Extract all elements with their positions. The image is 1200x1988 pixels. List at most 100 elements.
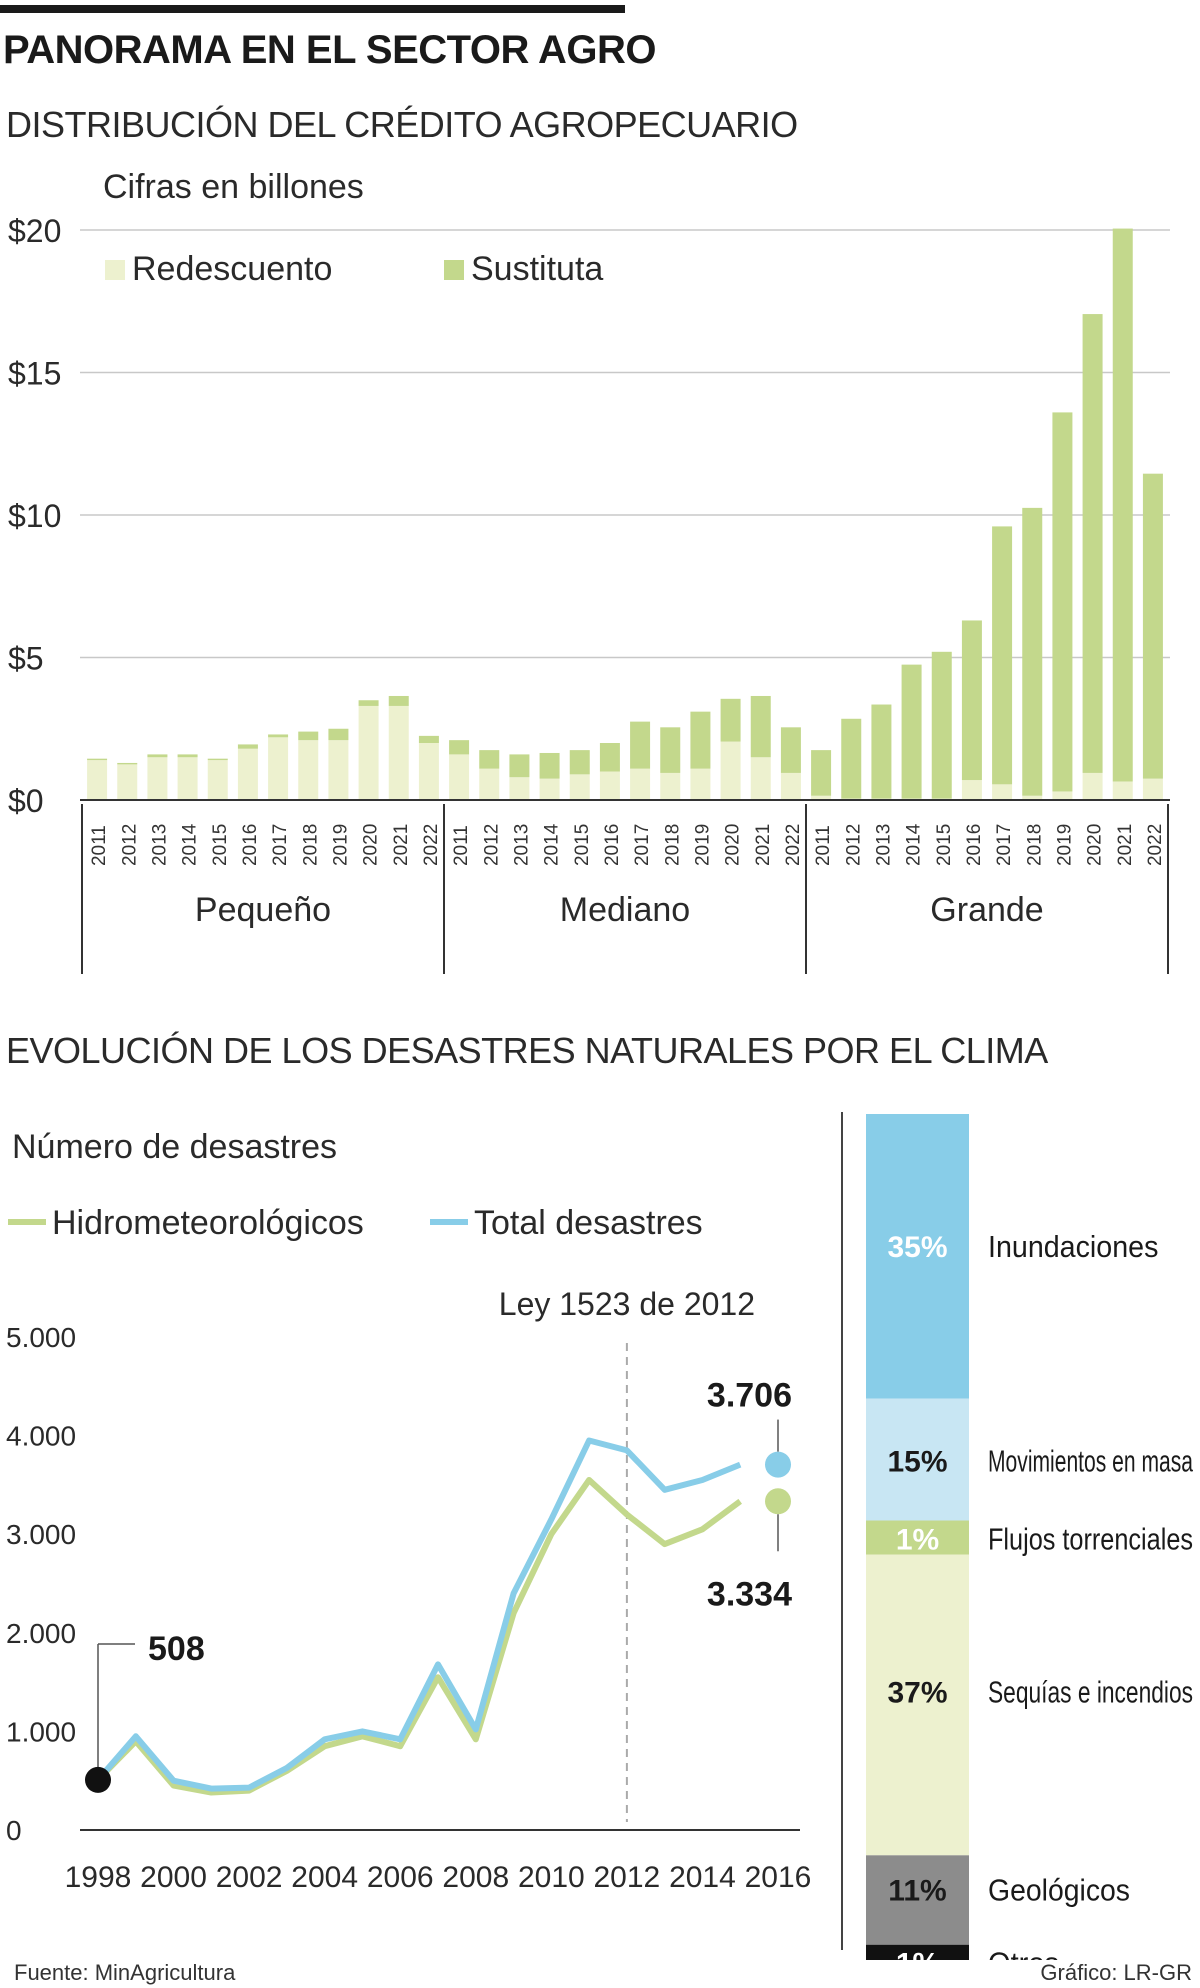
x-tick-label: 2016 — [964, 824, 985, 866]
bar-sustituta — [1082, 314, 1103, 773]
x-tick-label: 2013 — [873, 824, 894, 866]
segment-pct-sequias-e-incendios: 37% — [887, 1677, 947, 1710]
bar-redescuento — [961, 780, 982, 800]
bar-sustituta — [388, 695, 409, 706]
group-label: Grande — [930, 891, 1043, 929]
law-reference-label: Ley 1523 de 2012 — [499, 1286, 755, 1322]
bar-redescuento — [177, 757, 198, 800]
bar-redescuento — [207, 760, 228, 800]
bar-redescuento — [690, 768, 711, 800]
bar-redescuento — [660, 772, 681, 800]
bar-redescuento — [449, 754, 470, 800]
top-rule — [0, 5, 625, 13]
disasters-subtitle: Número de desastres — [12, 1128, 337, 1166]
x-tick-label: 2000 — [140, 1861, 207, 1894]
credit-chart-title: DISTRIBUCIÓN DEL CRÉDITO AGROPECUARIO — [6, 104, 798, 145]
legend-swatch-redescuento — [105, 260, 125, 280]
x-tick-label: 2014 — [180, 823, 201, 866]
bar-sustituta — [871, 704, 892, 799]
x-tick-label: 2011 — [89, 825, 110, 866]
bar-redescuento — [811, 795, 832, 800]
x-tick-label: 2020 — [1085, 824, 1106, 866]
bar-sustituta — [117, 762, 138, 765]
x-tick-label: 2021 — [1115, 824, 1136, 866]
bar-redescuento — [539, 778, 560, 800]
y-tick-label: 2.000 — [6, 1618, 76, 1649]
bar-redescuento — [479, 768, 500, 800]
bar-sustituta — [298, 731, 319, 741]
x-tick-label: 2012 — [843, 824, 864, 866]
bar-redescuento — [418, 743, 439, 800]
x-tick-label: 2014 — [542, 823, 563, 866]
group-label: Mediano — [560, 891, 690, 929]
total-end-value: 3.706 — [707, 1377, 792, 1415]
x-tick-label: 2014 — [669, 1861, 736, 1894]
x-tick-label: 2012 — [481, 824, 502, 866]
bar-redescuento — [268, 737, 289, 800]
bar-sustituta — [780, 727, 801, 773]
x-tick-label: 2015 — [210, 824, 231, 866]
x-tick-label: 2008 — [442, 1861, 509, 1894]
bar-sustituta — [961, 620, 982, 781]
segment-pct-geologicos: 11% — [888, 1874, 946, 1907]
bar-redescuento — [1112, 781, 1133, 800]
x-tick-label: 2018 — [662, 824, 683, 866]
bar-sustituta — [509, 754, 530, 778]
bar-redescuento — [569, 774, 590, 800]
bar-redescuento — [630, 768, 651, 800]
bar-redescuento — [358, 705, 379, 800]
x-tick-label: 2020 — [361, 824, 382, 866]
bar-sustituta — [599, 743, 620, 772]
bar-sustituta — [147, 754, 168, 758]
x-tick-label: 2004 — [291, 1861, 358, 1894]
bar-sustituta — [720, 698, 741, 742]
bar-sustituta — [177, 754, 198, 758]
x-tick-label: 2012 — [594, 1861, 661, 1894]
x-tick-label: 2021 — [391, 824, 412, 866]
start-value: 508 — [148, 1630, 205, 1668]
segment-geologicos — [866, 1855, 969, 1945]
bar-sustituta — [1112, 228, 1133, 782]
bar-redescuento — [1142, 778, 1163, 800]
bar-sustituta — [1052, 412, 1073, 792]
x-tick-label: 2022 — [1145, 824, 1166, 866]
hidro-end-marker — [765, 1488, 791, 1515]
bar-sustituta — [750, 695, 771, 758]
x-tick-label: 2013 — [511, 824, 532, 866]
segment-label-geologicos: Geológicos — [988, 1872, 1130, 1907]
bar-redescuento — [117, 764, 138, 800]
bar-redescuento — [599, 771, 620, 800]
x-tick-label: 2006 — [367, 1861, 434, 1894]
segment-pct-otros: 1% — [896, 1948, 939, 1960]
y-tick-label: $10 — [8, 498, 61, 534]
y-tick-label: 1.000 — [6, 1716, 76, 1747]
bar-redescuento — [1022, 795, 1043, 800]
bar-sustituta — [931, 651, 952, 799]
x-tick-label: 2015 — [572, 824, 593, 866]
segment-label-sequias-e-incendios: Sequías e incendios — [988, 1675, 1193, 1710]
x-tick-label: 2017 — [270, 824, 291, 866]
segment-movimientos-en-masa — [866, 1398, 969, 1521]
x-tick-label: 2018 — [300, 824, 321, 866]
bar-sustituta — [449, 740, 470, 755]
bar-redescuento — [780, 772, 801, 800]
total-end-marker — [765, 1451, 791, 1478]
segment-pct-inundaciones: 35% — [887, 1231, 947, 1264]
bar-sustituta — [901, 664, 922, 799]
segment-label-flujos-torrenciales: Flujos torrenciales — [988, 1522, 1193, 1557]
start-marker — [85, 1766, 111, 1793]
bar-sustituta — [1022, 507, 1043, 796]
bar-sustituta — [207, 758, 228, 761]
segment-flujos-torrenciales — [866, 1520, 969, 1555]
disasters-chart-title: EVOLUCIÓN DE LOS DESASTRES NATURALES POR… — [6, 1030, 1048, 1071]
hidro-line — [95, 1477, 742, 1796]
bar-sustituta — [811, 750, 832, 796]
x-tick-label: 1998 — [65, 1861, 132, 1894]
bar-sustituta — [268, 734, 289, 738]
bar-sustituta — [630, 721, 651, 769]
x-tick-label: 2021 — [753, 824, 774, 866]
y-tick-label: $5 — [8, 641, 44, 677]
group-label: Pequeño — [195, 891, 331, 929]
x-tick-label: 2018 — [1024, 824, 1045, 866]
bar-redescuento — [750, 757, 771, 800]
